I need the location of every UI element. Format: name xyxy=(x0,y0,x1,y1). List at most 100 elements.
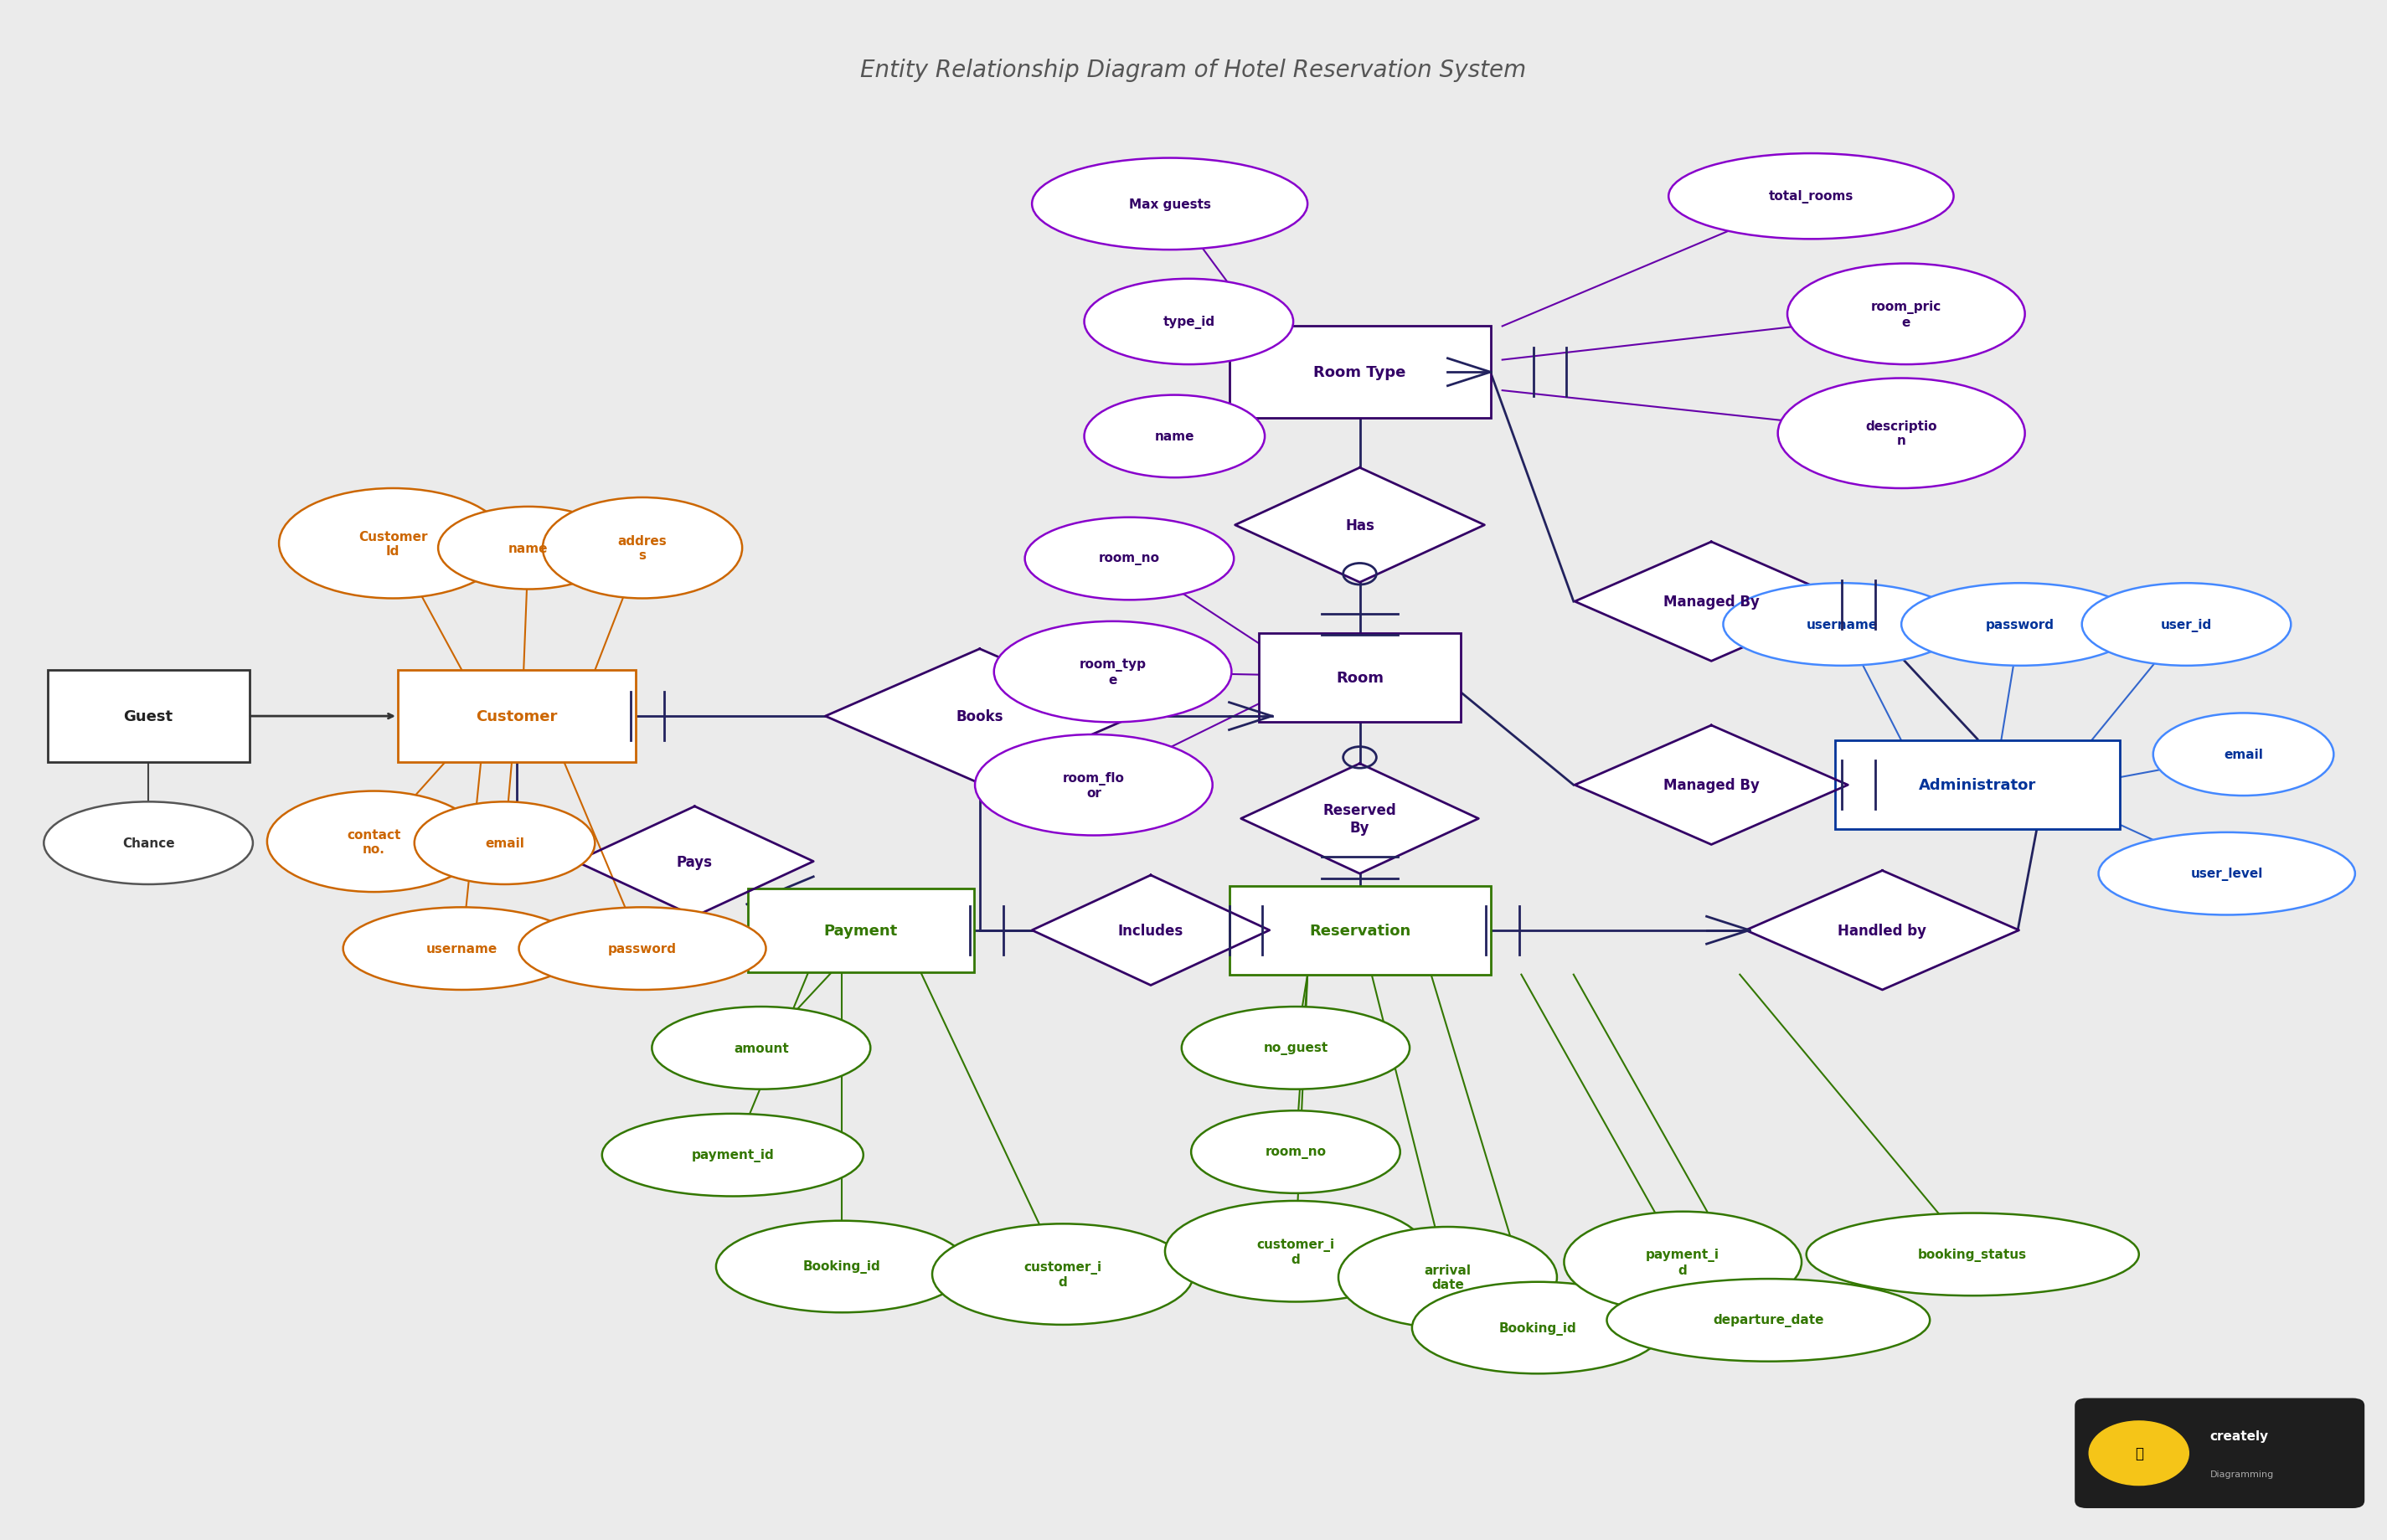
Text: Diagramming: Diagramming xyxy=(2210,1469,2275,1478)
Text: Pays: Pays xyxy=(676,855,714,869)
Ellipse shape xyxy=(267,792,480,892)
Ellipse shape xyxy=(2081,584,2292,667)
Ellipse shape xyxy=(1807,1214,2139,1295)
Text: Administrator: Administrator xyxy=(1919,778,2036,793)
Polygon shape xyxy=(1241,764,1478,873)
Ellipse shape xyxy=(1606,1278,1929,1361)
Polygon shape xyxy=(1234,468,1485,582)
Text: booking_status: booking_status xyxy=(1919,1247,2027,1261)
Text: departure_date: departure_date xyxy=(1714,1314,1824,1327)
Ellipse shape xyxy=(652,1007,871,1089)
Text: descriptio
n: descriptio n xyxy=(1867,420,1938,447)
Ellipse shape xyxy=(1165,1201,1427,1301)
Ellipse shape xyxy=(1669,154,1953,240)
Text: room_flo
or: room_flo or xyxy=(1062,772,1124,799)
Ellipse shape xyxy=(2153,713,2334,796)
Ellipse shape xyxy=(1563,1212,1802,1312)
Polygon shape xyxy=(1575,725,1848,845)
Ellipse shape xyxy=(1191,1110,1401,1194)
Text: password: password xyxy=(609,942,678,955)
Polygon shape xyxy=(1575,542,1848,662)
Text: addres
s: addres s xyxy=(618,534,666,562)
Text: Entity Relationship Diagram of Hotel Reservation System: Entity Relationship Diagram of Hotel Res… xyxy=(862,59,1525,82)
Ellipse shape xyxy=(1339,1227,1556,1327)
Text: Room: Room xyxy=(1337,671,1384,685)
FancyBboxPatch shape xyxy=(747,889,974,972)
Text: email: email xyxy=(2225,748,2263,761)
Text: password: password xyxy=(1986,619,2055,631)
Text: name: name xyxy=(1155,431,1194,444)
Ellipse shape xyxy=(993,622,1232,722)
Ellipse shape xyxy=(933,1224,1194,1324)
Ellipse shape xyxy=(344,907,580,990)
Ellipse shape xyxy=(415,802,594,884)
Text: Customer: Customer xyxy=(475,708,556,724)
Circle shape xyxy=(2089,1421,2189,1485)
Text: Books: Books xyxy=(957,708,1003,724)
Text: contact
no.: contact no. xyxy=(346,829,401,855)
Ellipse shape xyxy=(439,507,618,590)
Ellipse shape xyxy=(1413,1281,1664,1374)
Text: Reservation: Reservation xyxy=(1308,922,1411,938)
Text: Handled by: Handled by xyxy=(1838,922,1926,938)
Text: room_no: room_no xyxy=(1098,553,1160,565)
Text: type_id: type_id xyxy=(1162,316,1215,330)
Ellipse shape xyxy=(716,1221,967,1312)
Polygon shape xyxy=(1745,872,2019,990)
Text: Managed By: Managed By xyxy=(1664,778,1759,793)
FancyBboxPatch shape xyxy=(1229,326,1489,419)
Ellipse shape xyxy=(1902,584,2139,667)
Text: email: email xyxy=(485,838,525,850)
Text: room_pric
e: room_pric e xyxy=(1871,300,1941,328)
Polygon shape xyxy=(1031,875,1270,986)
Text: username: username xyxy=(1807,619,1879,631)
Ellipse shape xyxy=(2098,833,2356,915)
Text: customer_i
d: customer_i d xyxy=(1256,1238,1334,1266)
Ellipse shape xyxy=(1788,263,2024,365)
Text: creately: creately xyxy=(2210,1429,2270,1443)
Ellipse shape xyxy=(542,497,742,599)
Polygon shape xyxy=(826,650,1134,784)
Ellipse shape xyxy=(518,907,766,990)
Text: 💡: 💡 xyxy=(2134,1446,2144,1461)
Text: Managed By: Managed By xyxy=(1664,594,1759,610)
Text: no_guest: no_guest xyxy=(1263,1041,1327,1055)
Text: Reserved
By: Reserved By xyxy=(1322,802,1396,835)
Text: payment_i
d: payment_i d xyxy=(1647,1247,1719,1277)
Text: Includes: Includes xyxy=(1117,922,1184,938)
Ellipse shape xyxy=(1031,159,1308,251)
Text: Customer
Id: Customer Id xyxy=(358,530,427,557)
Text: name: name xyxy=(508,542,549,554)
Text: payment_id: payment_id xyxy=(692,1149,773,1161)
Ellipse shape xyxy=(279,488,506,599)
FancyBboxPatch shape xyxy=(1229,886,1489,975)
Ellipse shape xyxy=(1084,279,1294,365)
Text: Has: Has xyxy=(1346,517,1375,533)
Text: Guest: Guest xyxy=(124,708,174,724)
Ellipse shape xyxy=(43,802,253,884)
Text: Booking_id: Booking_id xyxy=(1499,1321,1578,1335)
FancyBboxPatch shape xyxy=(48,670,248,762)
Text: Booking_id: Booking_id xyxy=(802,1260,881,1274)
Text: Chance: Chance xyxy=(122,838,174,850)
Text: user_id: user_id xyxy=(2160,618,2213,631)
Text: total_rooms: total_rooms xyxy=(1769,189,1855,203)
Text: username: username xyxy=(427,942,496,955)
Ellipse shape xyxy=(1778,379,2024,488)
Text: customer_i
d: customer_i d xyxy=(1024,1260,1103,1289)
Text: amount: amount xyxy=(733,1043,788,1055)
Text: Max guests: Max guests xyxy=(1129,199,1210,211)
Polygon shape xyxy=(575,807,814,916)
Ellipse shape xyxy=(1024,517,1234,601)
Ellipse shape xyxy=(974,735,1213,836)
Text: room_typ
e: room_typ e xyxy=(1079,659,1146,685)
FancyBboxPatch shape xyxy=(1258,634,1461,722)
Ellipse shape xyxy=(602,1113,864,1197)
Text: Payment: Payment xyxy=(824,922,898,938)
Text: Room Type: Room Type xyxy=(1313,365,1406,380)
FancyBboxPatch shape xyxy=(2074,1398,2366,1508)
Ellipse shape xyxy=(1182,1007,1411,1089)
FancyBboxPatch shape xyxy=(1836,741,2120,830)
Text: arrival
date: arrival date xyxy=(1425,1264,1470,1291)
Text: room_no: room_no xyxy=(1265,1146,1327,1158)
